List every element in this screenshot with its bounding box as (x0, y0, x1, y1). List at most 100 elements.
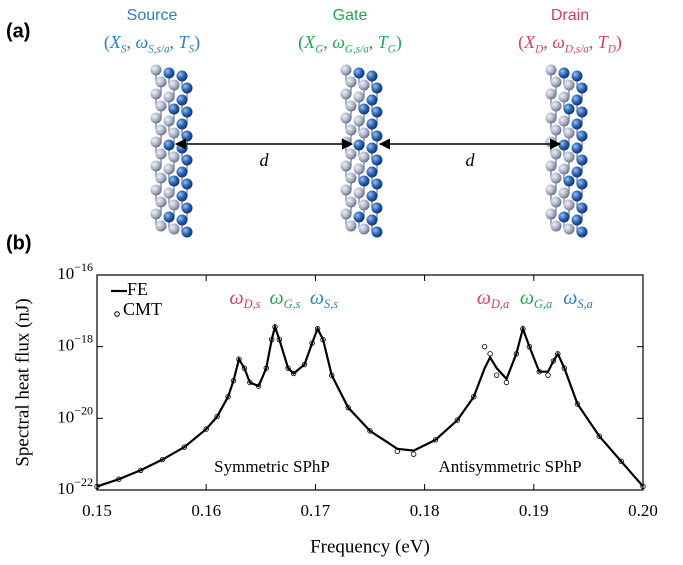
atom (371, 82, 383, 94)
cmt-marker (513, 351, 520, 357)
symbol: ( (104, 32, 110, 53)
atom (181, 226, 193, 238)
cmt-marker (410, 451, 417, 457)
atom (550, 172, 562, 184)
atom (371, 202, 383, 214)
cmt-marker (214, 413, 220, 420)
formula: ωD,a (477, 287, 509, 311)
symbol: ) (616, 32, 622, 53)
atom (150, 184, 162, 196)
atom (150, 208, 162, 220)
atom (358, 223, 370, 235)
atom (563, 151, 575, 163)
symbol: , (323, 32, 332, 52)
atom (576, 130, 588, 142)
symbol: ω (230, 287, 244, 309)
atom (345, 172, 357, 184)
symbol: ω (332, 32, 345, 52)
y-axis-label: Spectral heat flux (nJ) (12, 298, 33, 466)
cmt-marker (493, 372, 500, 378)
region-label: Antisymmetric SPhP (438, 457, 581, 476)
cmt-marker (181, 444, 188, 450)
atom (340, 112, 352, 124)
cmt-marker (545, 372, 551, 378)
atom (571, 190, 583, 202)
atom (163, 67, 175, 79)
cmt-marker (454, 417, 461, 423)
cmt-marker (263, 365, 269, 371)
atom (545, 160, 557, 172)
atom (571, 142, 583, 154)
atom (558, 91, 570, 103)
atom (571, 214, 583, 226)
cmt-marker (432, 437, 439, 443)
atom (545, 208, 557, 220)
atom (558, 67, 570, 79)
subscript: G,a (534, 297, 552, 311)
symbol: , (589, 32, 598, 52)
formula: ωS,a (563, 287, 593, 311)
subscript: S,s (324, 297, 338, 311)
cmt-marker (561, 365, 568, 371)
subscript: D,s/a (564, 43, 589, 55)
atom (181, 178, 193, 190)
atom (358, 79, 370, 91)
terminal-name: Drain (551, 7, 589, 24)
atom (181, 130, 193, 142)
atom (155, 124, 167, 136)
atom (353, 91, 365, 103)
atom (366, 142, 378, 154)
atom (366, 94, 378, 106)
atom (353, 115, 365, 127)
cmt-marker (203, 426, 209, 432)
plot-frame (96, 274, 644, 491)
subscript: D,a (490, 297, 509, 311)
subscript: S,a (577, 297, 593, 311)
cmt-marker (367, 428, 373, 434)
cmt-marker (329, 372, 335, 379)
atom (150, 160, 162, 172)
subscript: S (121, 43, 127, 55)
atom (168, 127, 180, 139)
atom (545, 136, 557, 148)
atom (345, 124, 357, 136)
terminal-name: Source (127, 7, 178, 24)
cmt-marker (394, 448, 400, 455)
atom (345, 100, 357, 112)
atom (563, 79, 575, 91)
atom (181, 202, 193, 214)
atom (345, 196, 357, 208)
cmt-marker (550, 358, 557, 364)
distance-label: d (260, 150, 270, 170)
subscript: G (388, 43, 396, 55)
atom (340, 64, 352, 76)
cmt-marker (596, 433, 603, 439)
symbol: ω (135, 32, 148, 52)
atom (168, 199, 180, 211)
atom (366, 118, 378, 130)
x-tick-label: 0.15 (82, 501, 112, 520)
atom (155, 220, 167, 232)
cmt-marker (520, 326, 526, 332)
atom (550, 148, 562, 160)
atom (366, 190, 378, 202)
formula: ωD,s (230, 287, 261, 311)
subscript: S,s/a (148, 43, 170, 55)
x-tick-label: 0.19 (519, 501, 549, 520)
atom (168, 223, 180, 235)
atom (576, 106, 588, 118)
atomic-layers (150, 64, 588, 238)
symbol: ) (396, 32, 402, 53)
formula: (XS, ωS,s/a, TS) (104, 32, 200, 55)
cmt-marker (481, 343, 488, 350)
cmt-marker (290, 370, 297, 377)
atom (353, 139, 365, 151)
cmt-marker (94, 483, 100, 490)
atom (571, 94, 583, 106)
atom (545, 88, 557, 100)
symbol: X (523, 32, 536, 52)
formula: (XG, ωG,s/a, TG) (298, 32, 402, 55)
y-tick-label: 10−22 (57, 475, 93, 498)
symbol: ω (310, 287, 324, 309)
